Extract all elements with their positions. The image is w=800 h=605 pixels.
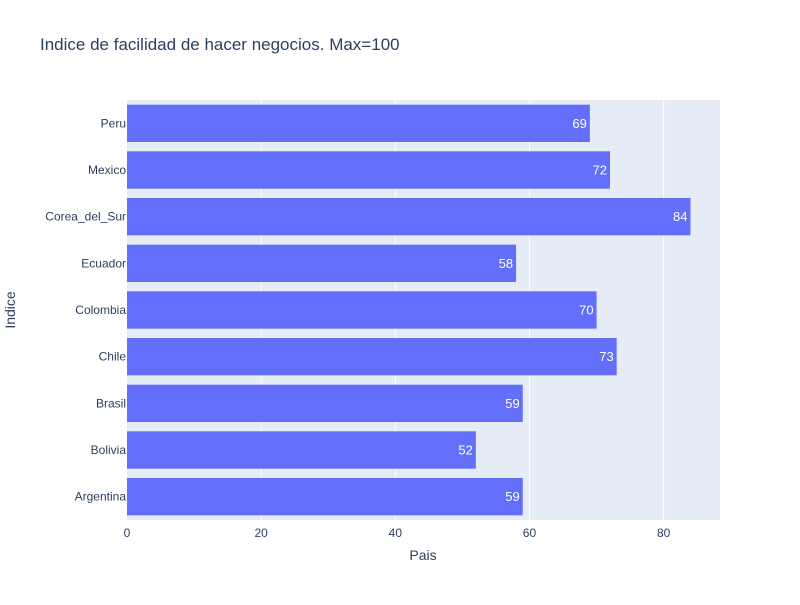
- bar-peru: [127, 104, 590, 142]
- y-tick-label: Colombia: [75, 303, 126, 317]
- x-tick-label: 40: [389, 526, 403, 540]
- y-tick-label: Ecuador: [81, 256, 126, 270]
- x-tick-label: 60: [523, 526, 537, 540]
- y-tick-label: Bolivia: [91, 443, 127, 457]
- x-tick-label: 20: [254, 526, 268, 540]
- x-axis-ticks: 0 20 40 60 80: [124, 526, 671, 540]
- bar-chile: [127, 338, 617, 376]
- y-tick-label: Chile: [99, 350, 127, 364]
- bar-colombia: [127, 291, 597, 329]
- y-tick-label: Brasil: [96, 396, 126, 410]
- bar-argentina: [127, 478, 523, 516]
- bar-value-label: 70: [579, 303, 593, 318]
- bar-value-label: 69: [572, 116, 586, 131]
- x-tick-label: 0: [124, 526, 131, 540]
- y-tick-label: Argentina: [75, 490, 127, 504]
- x-axis-title: Pais: [409, 547, 436, 563]
- bar-value-label: 72: [593, 163, 607, 178]
- bar-value-label: 52: [458, 443, 472, 458]
- x-tick-label: 80: [657, 526, 671, 540]
- bar-value-label: 59: [505, 489, 519, 504]
- bars: [127, 104, 691, 516]
- bar-value-label: 73: [599, 349, 613, 364]
- bar-brasil: [127, 384, 523, 422]
- bar-mexico: [127, 151, 610, 189]
- bar-corea-del-sur: [127, 198, 691, 236]
- y-axis-ticks: Argentina Bolivia Brasil Chile Colombia Ecuad…: [45, 116, 126, 503]
- bar-ecuador: [127, 244, 517, 282]
- bar-value-label: 58: [499, 256, 513, 271]
- y-tick-label: Mexico: [88, 163, 126, 177]
- bar-value-label: 84: [673, 209, 687, 224]
- bar-bolivia: [127, 431, 476, 469]
- bar-value-label: 59: [505, 396, 519, 411]
- y-tick-label: Corea_del_Sur: [45, 210, 126, 224]
- y-axis-title: Indice: [2, 291, 18, 329]
- bar-labels: 59 52 59 73 70 58 84 72 69: [458, 116, 687, 504]
- y-tick-label: Peru: [101, 116, 126, 130]
- chart-title: Indice de facilidad de hacer negocios. M…: [40, 35, 400, 54]
